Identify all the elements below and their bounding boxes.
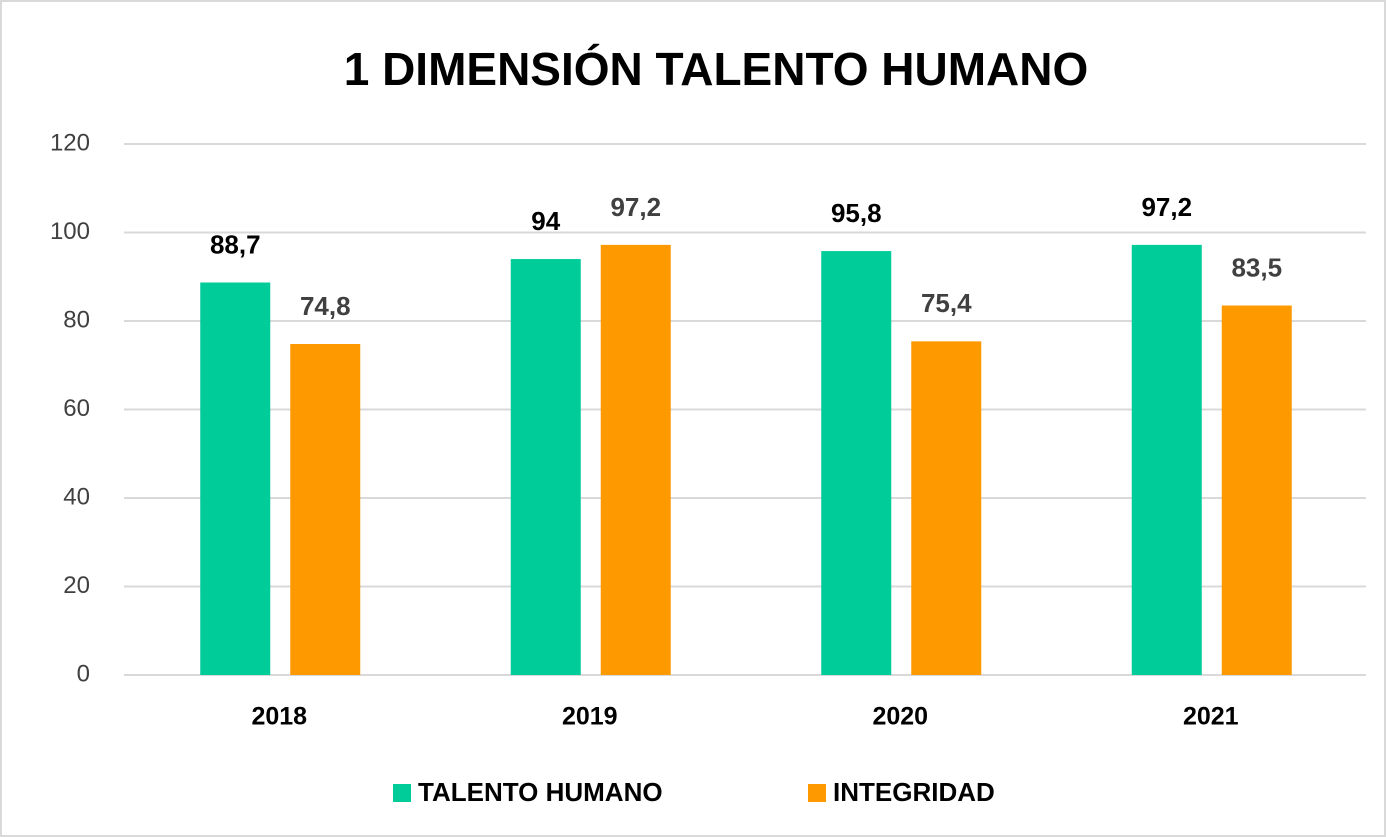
bar [510,259,581,675]
legend-swatch [393,784,411,802]
y-tick-label: 40 [63,483,90,510]
legend-swatch [808,784,826,802]
y-tick-label: 0 [77,660,90,687]
value-label: 95,8 [831,198,882,228]
y-tick-label: 80 [63,306,90,333]
y-tick-label: 100 [50,218,90,245]
value-label: 97,2 [1141,192,1192,222]
legend-label: INTEGRIDAD [833,777,995,807]
legend-label: TALENTO HUMANO [418,777,663,807]
bar [600,244,671,675]
x-tick-label: 2020 [872,703,928,731]
value-label: 83,5 [1231,252,1282,282]
chart-title: 1 DIMENSIÓN TALENTO HUMANO [344,43,1089,95]
y-tick-label: 120 [50,129,90,156]
value-label: 74,8 [300,291,351,321]
bar [1131,244,1202,675]
value-label: 88,7 [210,229,261,259]
y-tick-label: 20 [63,572,90,599]
bar [290,344,361,675]
x-tick-label: 2019 [562,703,618,731]
value-label: 75,4 [921,288,972,318]
value-label: 94 [531,206,560,236]
bar [1221,305,1292,675]
bar [911,341,982,675]
x-tick-label: 2018 [251,703,307,731]
bar [200,282,271,675]
value-label: 97,2 [610,192,661,222]
y-tick-label: 60 [63,395,90,422]
x-tick-label: 2021 [1183,703,1239,731]
bar [821,251,892,675]
